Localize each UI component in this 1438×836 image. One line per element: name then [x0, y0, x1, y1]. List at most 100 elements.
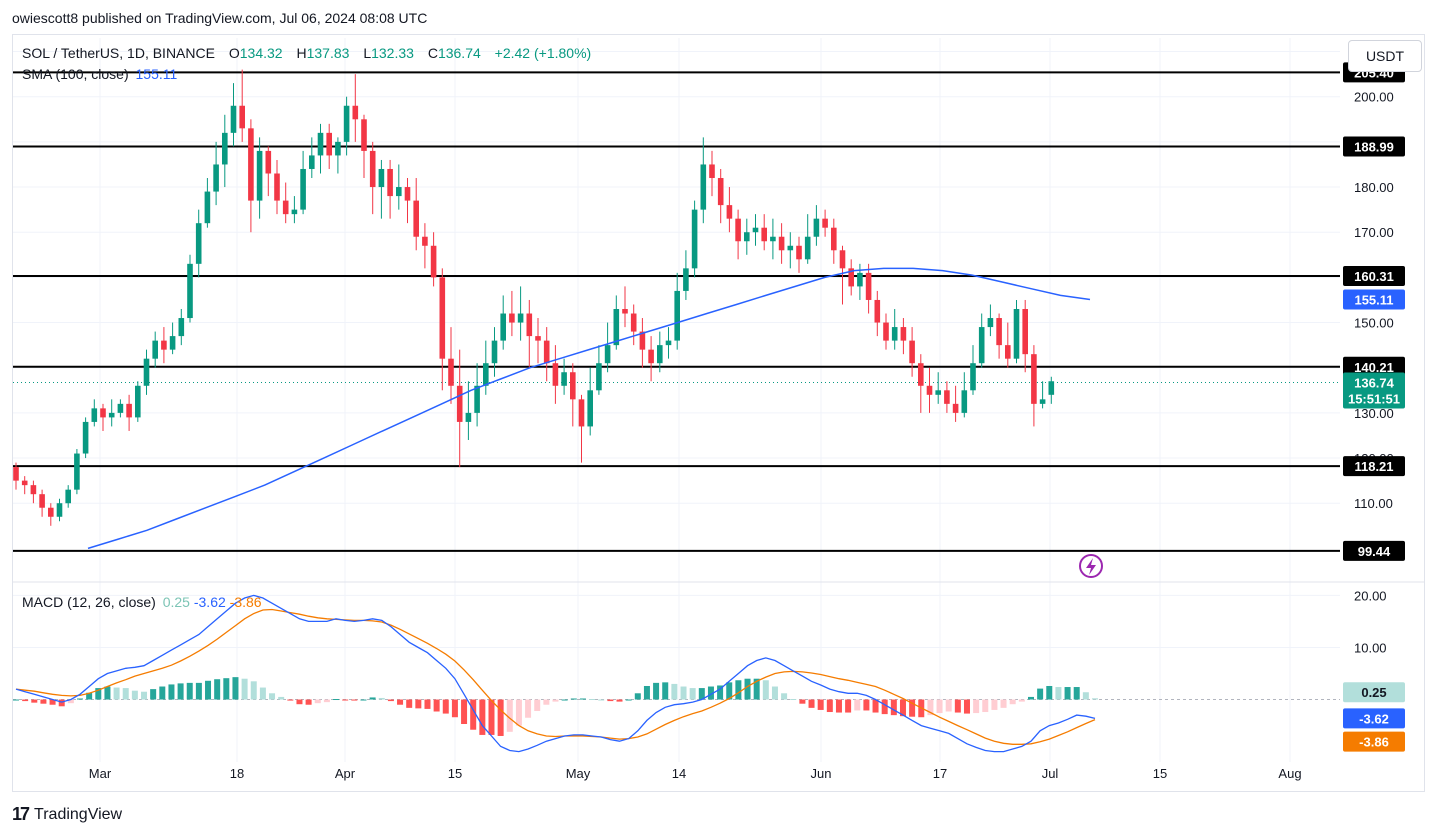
- candle-body: [187, 263, 193, 319]
- candle-body: [570, 372, 576, 400]
- candle-body: [126, 403, 132, 418]
- candle-body: [561, 372, 567, 386]
- candle-body: [100, 408, 106, 418]
- macd-line: [15, 594, 1096, 753]
- candle-body: [361, 119, 367, 151]
- candle-body: [596, 363, 602, 391]
- macd-hist-bar: [561, 699, 568, 701]
- macd-hist-bar: [131, 690, 138, 700]
- macd-hist-bar: [387, 699, 394, 702]
- macd-hist-bar: [680, 686, 687, 700]
- macd-hist-bar: [104, 686, 111, 700]
- candle-body: [500, 313, 506, 341]
- candle-body: [204, 191, 211, 224]
- candle-body: [865, 272, 872, 300]
- candle-body: [422, 236, 428, 246]
- macd-hist-bar: [799, 699, 806, 704]
- macd-hist-bar: [168, 684, 175, 700]
- sma-legend[interactable]: SMA (100, close) 155.11: [22, 66, 177, 82]
- candle-body: [91, 408, 98, 422]
- candle-body: [135, 385, 141, 418]
- candle-body: [239, 105, 245, 129]
- macd-y-tick-label: 20.00: [1354, 588, 1387, 603]
- macd-hist-bar: [973, 699, 980, 714]
- candle-body: [761, 227, 767, 242]
- symbol-name: SOL / TetherUS, 1D, BINANCE: [22, 45, 215, 61]
- high-value: 137.83: [306, 45, 350, 61]
- candle-body: [300, 168, 306, 210]
- macd-hist-bar: [653, 682, 660, 700]
- macd-hist-bar: [689, 688, 696, 700]
- publisher-line: owiescott8 published on TradingView.com,…: [12, 10, 428, 26]
- macd-hist-bar: [250, 681, 257, 700]
- candle-body: [335, 141, 341, 156]
- last-price-badge-bg: [1343, 372, 1405, 409]
- macd-hist-bar: [945, 699, 952, 712]
- macd-hist-bar: [671, 683, 678, 700]
- macd-hist-bar: [360, 699, 367, 701]
- macd-hist-bar: [598, 699, 605, 701]
- macd-hist-bar: [698, 688, 705, 700]
- candle-body: [309, 155, 315, 169]
- macd-hist-bar: [342, 699, 349, 701]
- macd-hist-bar: [781, 693, 788, 700]
- candle-body: [813, 218, 820, 237]
- candle-body: [343, 105, 350, 142]
- candle-body: [117, 403, 124, 413]
- macd-hist-bar: [762, 680, 769, 700]
- candle-body: [657, 345, 663, 364]
- candle-body: [387, 168, 393, 197]
- candle-body: [274, 173, 280, 201]
- macd-hist-bar: [186, 682, 193, 700]
- macd-hist-bar: [40, 699, 47, 704]
- candle-body: [509, 313, 515, 323]
- close-value: 136.74: [437, 45, 481, 61]
- brand[interactable]: 17 TradingView: [12, 804, 122, 825]
- candle-body: [483, 363, 489, 386]
- macd-hist-bar: [625, 699, 632, 701]
- candle-body: [604, 345, 611, 364]
- macd-hist-bar: [525, 699, 532, 718]
- candle-body: [839, 250, 846, 269]
- candle-body: [587, 390, 593, 427]
- candle-body: [48, 507, 54, 517]
- level-badge-bg: [1343, 456, 1405, 477]
- symbol-legend[interactable]: SOL / TetherUS, 1D, BINANCE O134.32 H137…: [22, 45, 591, 61]
- candle-body: [952, 403, 959, 413]
- macd-layer: [13, 594, 1340, 753]
- macd-hist-bar: [22, 699, 29, 702]
- macd-hist-bar: [909, 699, 916, 717]
- macd-hist-bar: [433, 699, 440, 712]
- candle-body: [517, 313, 524, 323]
- level-badge-bg: [1343, 540, 1405, 561]
- macd-signal-badge: -3.86: [1359, 735, 1389, 750]
- candle-body: [430, 245, 437, 278]
- candle-body: [65, 489, 71, 504]
- macd-legend[interactable]: MACD (12, 26, close) 0.25 -3.62 -3.86: [22, 594, 262, 610]
- macd-hist-bar: [159, 686, 166, 700]
- candle-body: [996, 318, 1002, 346]
- macd-hist-bar: [488, 699, 495, 735]
- candle-body: [630, 313, 637, 332]
- candle-body: [369, 150, 376, 188]
- candle-body: [891, 327, 898, 341]
- macd-hist-bar: [1055, 687, 1062, 700]
- macd-hist-bar: [67, 699, 74, 704]
- macd-hist-bar: [397, 699, 404, 705]
- macd-hist-bar: [1092, 698, 1098, 700]
- macd-hist-bar: [1027, 696, 1034, 700]
- candle-body: [961, 390, 968, 413]
- macd-hist-bar: [954, 699, 961, 713]
- macd-label: MACD (12, 26, close): [22, 594, 156, 610]
- candle-body: [804, 236, 811, 260]
- macd-hist-bar: [570, 698, 577, 700]
- currency-button[interactable]: USDT: [1348, 40, 1422, 72]
- candle-body: [248, 128, 254, 201]
- x-tick-label: 15: [448, 766, 462, 781]
- x-tick-label: Mar: [89, 766, 112, 781]
- flash-icon[interactable]: [1079, 554, 1103, 578]
- macd-hist-bar: [205, 680, 212, 700]
- candle-body: [265, 150, 272, 174]
- candles-layer: [13, 69, 1055, 526]
